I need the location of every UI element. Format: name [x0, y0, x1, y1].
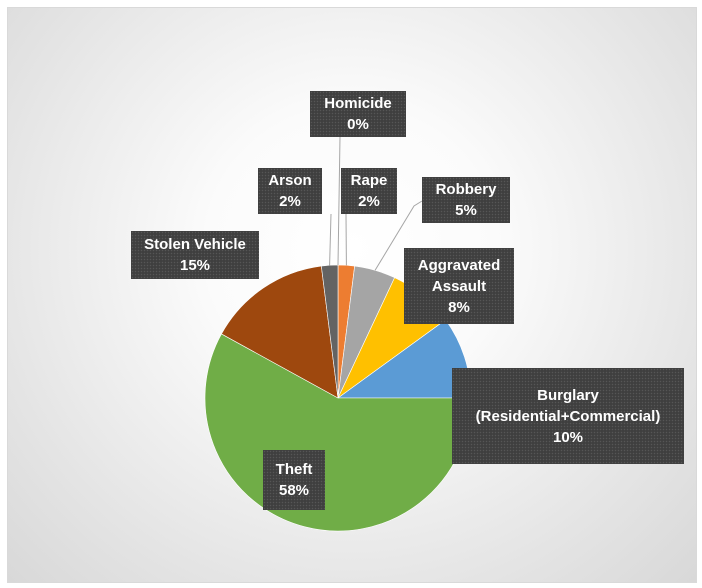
label-rape-value: 2%	[358, 193, 380, 210]
label-theft: Theft 58%	[263, 450, 325, 510]
pie-slice-stolen-vehicle	[221, 265, 339, 399]
label-burglary-name-line1: Burglary	[537, 386, 599, 404]
label-aggravated-assault-name-line2: Assault	[431, 277, 487, 295]
label-burglary-name-line2: (Residential+Commercial)	[475, 407, 661, 425]
label-homicide-name: Homicide	[324, 95, 392, 112]
label-burglary-value: 10%	[552, 428, 584, 446]
label-stolen-vehicle: Stolen Vehicle 15%	[131, 231, 259, 279]
chart-area: Homicide 0% Rape 2% Robbery 5% Aggravate…	[7, 7, 697, 583]
label-arson-value: 2%	[279, 193, 301, 210]
label-burglary: Burglary (Residential+Commercial) 10%	[452, 368, 684, 464]
label-robbery-value: 5%	[455, 202, 477, 219]
label-rape: Rape 2%	[341, 168, 397, 214]
label-theft-value: 58%	[278, 482, 310, 499]
label-aggravated-assault: Aggravated Assault 8%	[404, 248, 514, 324]
label-aggravated-assault-name-line1: Aggravated	[417, 256, 501, 274]
label-homicide-value: 0%	[347, 116, 369, 133]
label-arson-name: Arson	[268, 172, 312, 189]
label-stolen-vehicle-value: 15%	[179, 257, 211, 274]
leader-line-arson	[329, 213, 332, 266]
leader-line-homicide	[337, 136, 341, 266]
label-robbery: Robbery 5%	[422, 177, 510, 223]
label-stolen-vehicle-name: Stolen Vehicle	[144, 236, 246, 253]
label-rape-name: Rape	[350, 172, 388, 189]
label-theft-name: Theft	[275, 461, 313, 478]
label-homicide: Homicide 0%	[310, 91, 406, 137]
label-robbery-name: Robbery	[435, 181, 497, 198]
leader-line-robbery	[374, 200, 423, 271]
label-arson: Arson 2%	[258, 168, 322, 214]
label-aggravated-assault-value: 8%	[448, 298, 470, 316]
